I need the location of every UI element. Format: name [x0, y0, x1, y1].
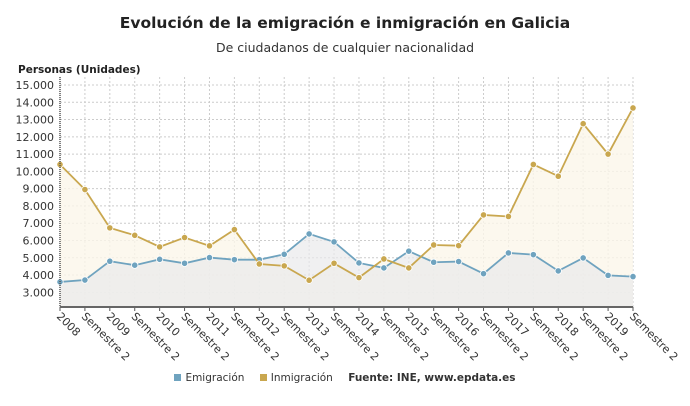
- data-point: [455, 242, 463, 250]
- data-point: [180, 259, 189, 267]
- y-tick-label: 15.000: [16, 79, 55, 92]
- data-point: [280, 250, 288, 258]
- y-tick-label: 4.000: [23, 269, 55, 282]
- series-line-inmigracion: [59, 107, 634, 282]
- x-tick-label: Semestre 2: [627, 310, 681, 364]
- data-point: [629, 104, 637, 112]
- data-point: [230, 256, 238, 264]
- chart-title: Evolución de la emigración e inmigración…: [119, 14, 571, 32]
- data-point: [579, 120, 587, 128]
- data-point: [604, 271, 612, 279]
- y-axis-label: Personas (Unidades): [18, 64, 141, 76]
- y-tick-label: 7.000: [23, 217, 55, 230]
- data-point: [131, 231, 139, 239]
- legend: Emigración Inmigración Fuente: INE, www.…: [0, 372, 690, 384]
- data-point: [205, 253, 214, 262]
- data-point: [205, 242, 214, 250]
- data-point: [81, 276, 89, 284]
- data-point: [330, 259, 338, 267]
- data-point: [380, 255, 388, 263]
- data-point: [305, 230, 313, 238]
- y-tick-label: 9.000: [23, 183, 55, 196]
- data-point: [156, 255, 164, 263]
- data-point: [81, 185, 89, 194]
- data-point: [106, 224, 114, 232]
- chart-subtitle: De ciudadanos de cualquier nacionalidad: [215, 40, 475, 55]
- y-tick-label: 3.000: [23, 286, 55, 299]
- data-point: [255, 260, 263, 268]
- data-point: [230, 226, 238, 234]
- data-point: [56, 160, 64, 169]
- y-tick-label: 14.000: [16, 96, 55, 109]
- legend-swatch: [259, 374, 267, 381]
- data-point: [504, 212, 513, 221]
- data-point: [355, 274, 363, 282]
- data-point: [305, 276, 313, 284]
- data-point: [330, 238, 338, 246]
- data-point: [380, 264, 388, 272]
- legend-label: Emigración: [185, 372, 245, 384]
- data-point: [455, 257, 463, 266]
- data-point: [430, 258, 438, 266]
- data-point: [554, 267, 562, 275]
- data-point: [156, 243, 164, 251]
- y-tick-label: 5.000: [23, 252, 55, 265]
- area-inmigracion: [60, 107, 633, 307]
- data-point: [604, 150, 612, 158]
- data-point: [529, 160, 537, 169]
- data-point: [629, 272, 637, 281]
- legend-label: Inmigración: [270, 372, 333, 384]
- y-tick-label: 6.000: [23, 234, 55, 247]
- y-tick-label: 13.000: [16, 114, 55, 127]
- legend-swatch: [174, 374, 182, 381]
- y-tick-label: 11.000: [16, 148, 55, 161]
- data-point: [355, 259, 363, 267]
- data-point: [106, 257, 114, 265]
- data-point: [579, 254, 587, 262]
- legend-item-emigracion[interactable]: Emigración: [174, 372, 244, 384]
- data-point: [430, 241, 438, 249]
- series-line-emigracion: [59, 232, 634, 283]
- y-tick-label: 12.000: [16, 131, 55, 144]
- legend-item-inmigracion[interactable]: Inmigración: [259, 372, 333, 384]
- y-tick-label: 8.000: [23, 200, 55, 213]
- data-point: [405, 247, 413, 255]
- data-point: [554, 172, 562, 180]
- data-point: [479, 211, 488, 219]
- source-note: Fuente: INE, www.epdata.es: [348, 372, 516, 384]
- data-point: [479, 270, 488, 278]
- data-point: [180, 233, 189, 242]
- data-point: [405, 264, 413, 272]
- data-point: [529, 251, 537, 259]
- x-tick-label: 2008: [54, 310, 83, 339]
- y-tick-label: 10.000: [16, 165, 55, 178]
- data-point: [131, 261, 139, 269]
- data-point: [504, 249, 513, 257]
- data-point: [280, 262, 288, 270]
